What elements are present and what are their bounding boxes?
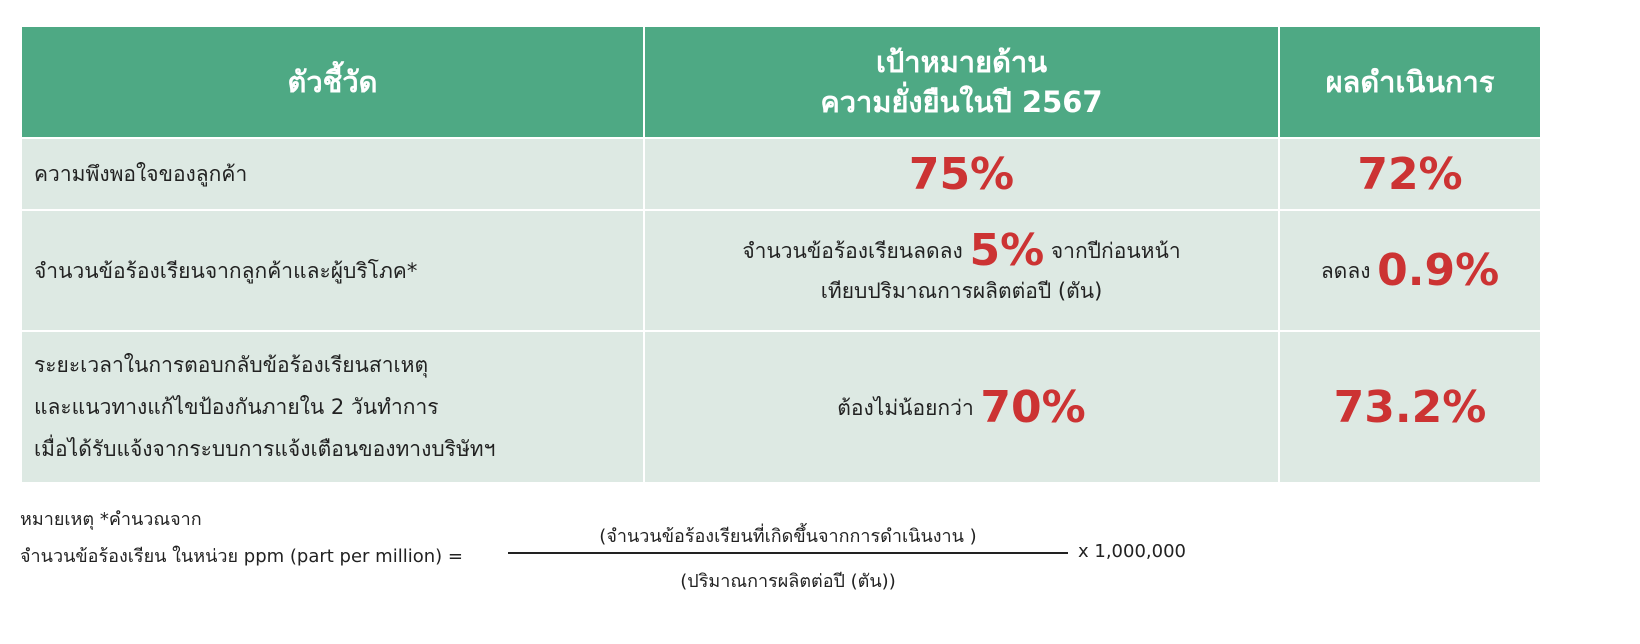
kpi-table: ตัวชี้วัด เป้าหมายด้านความยั่งยืนในปี 25…	[20, 25, 1542, 484]
header-cell: ผลดำเนินการ	[1278, 25, 1542, 139]
target-text: จากปีก่อนหน้า	[1050, 239, 1181, 263]
result-value: 73.2%	[1333, 381, 1487, 433]
result-cell: 72%	[1278, 137, 1542, 211]
target-cell: จำนวนข้อร้องเรียนลดลง 5% จากปีก่อนหน้า เ…	[643, 209, 1280, 332]
result-text: ลดลง	[1320, 259, 1371, 283]
header-text: เป้าหมายด้าน	[875, 45, 1048, 79]
target-text: จำนวนข้อร้องเรียนลดลง	[742, 239, 963, 263]
result-cell: 73.2%	[1278, 330, 1542, 484]
header-cell: เป้าหมายด้านความยั่งยืนในปี 2567	[643, 25, 1280, 139]
target-line: จำนวนข้อร้องเรียนลดลง 5% จากปีก่อนหน้า	[645, 229, 1278, 273]
formula-numerator: (จำนวนข้อร้องเรียนที่เกิดขึ้นจากการดำเนิ…	[599, 526, 977, 547]
result-cell: ลดลง 0.9%	[1278, 209, 1542, 332]
row: จำนวนข้อร้องเรียนจากลูกค้าและผู้บริโภค* …	[20, 209, 1542, 332]
header-text: ตัวชี้วัด	[287, 65, 378, 99]
result-value: 0.9%	[1377, 245, 1500, 296]
indicator-cell: ระยะเวลาในการตอบกลับข้อร้องเรียนสาเหตุ แ…	[20, 330, 645, 484]
formula-lhs: จำนวนข้อร้องเรียน ในหน่วย ppm (part per …	[20, 546, 463, 567]
target-value: 75%	[908, 148, 1015, 200]
row: ระยะเวลาในการตอบกลับข้อร้องเรียนสาเหตุ แ…	[20, 330, 1542, 484]
formula-denominator: (ปริมาณการผลิตต่อปี (ตัน))	[680, 571, 896, 592]
row: ความพึงพอใจของลูกค้า 75% 72%	[20, 137, 1542, 211]
indicator-text: ความพึงพอใจของลูกค้า	[34, 162, 248, 186]
header-text: ผลดำเนินการ	[1325, 65, 1495, 99]
target-value: 5%	[969, 225, 1045, 276]
indicator-cell: ความพึงพอใจของลูกค้า	[20, 137, 645, 211]
target-value: 70%	[980, 381, 1086, 433]
indicator-text: จำนวนข้อร้องเรียนจากลูกค้าและผู้บริโภค*	[34, 258, 418, 283]
fraction-bar	[508, 552, 1068, 554]
target-note: เทียบปริมาณการผลิตต่อปี (ตัน)	[820, 279, 1103, 303]
header-text: ความยั่งยืนในปี 2567	[820, 85, 1103, 119]
indicator-text: ระยะเวลาในการตอบกลับข้อร้องเรียนสาเหตุ	[34, 353, 429, 377]
target-cell: ต้องไม่น้อยกว่า 70%	[643, 330, 1280, 484]
indicator-cell: จำนวนข้อร้องเรียนจากลูกค้าและผู้บริโภค*	[20, 209, 645, 332]
result-value: 72%	[1357, 148, 1463, 200]
indicator-text: เมื่อได้รับแจ้งจากระบบการแจ้งเตือนของทาง…	[34, 437, 496, 461]
header-row: ตัวชี้วัด เป้าหมายด้านความยั่งยืนในปี 25…	[20, 25, 1542, 139]
target-text: ต้องไม่น้อยกว่า	[837, 395, 974, 420]
formula-multiplier: x 1,000,000	[1078, 541, 1186, 562]
target-cell: 75%	[643, 137, 1280, 211]
footnote-title: หมายเหตุ *คำนวณจาก	[20, 509, 202, 530]
indicator-text: และแนวทางแก้ไขป้องกันภายใน 2 วันทำการ	[34, 395, 439, 419]
header-cell: ตัวชี้วัด	[20, 25, 645, 139]
